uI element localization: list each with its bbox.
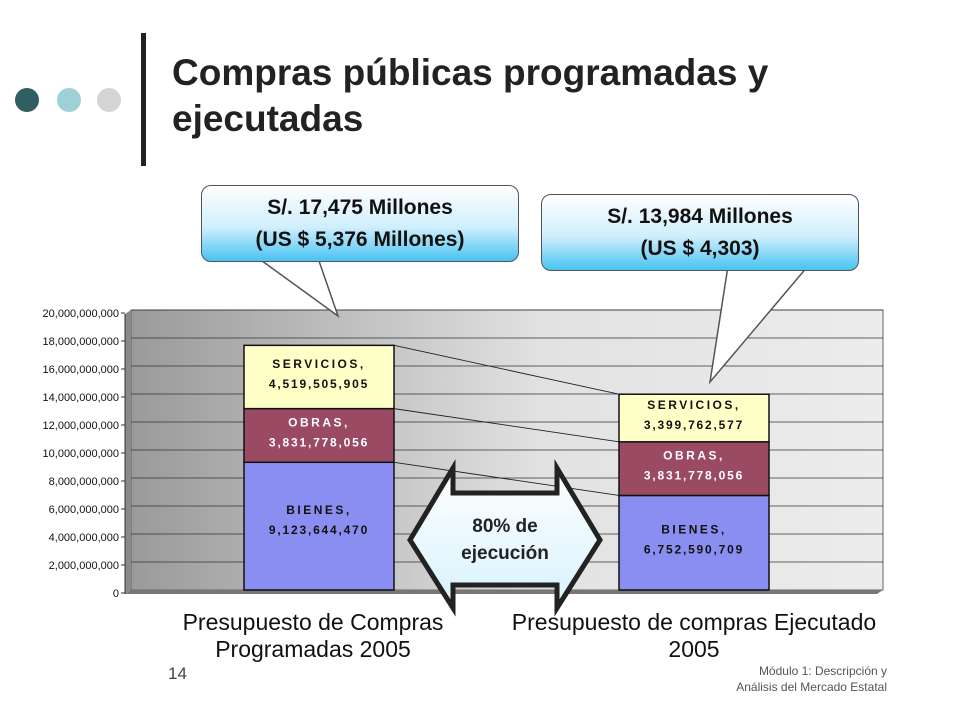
series-connector <box>393 344 620 395</box>
x-category-label: Presupuesto de Compras <box>183 609 444 635</box>
bar-label-category: SERVICIOS, <box>272 357 365 371</box>
footer-line2: Análisis del Mercado Estatal <box>736 680 887 694</box>
callout-programadas-line2: (US $ 5,376 Millones) <box>255 228 465 251</box>
decor-dot-dark <box>15 88 39 112</box>
bar-label-value: 3,831,778,056 <box>644 469 744 483</box>
bar-obras <box>618 441 770 497</box>
bar-label-category: OBRAS, <box>663 449 725 463</box>
callout-ejecutado: S/. 13,984 Millones (US $ 4,303) <box>541 194 859 271</box>
bar-label-value: 3,831,778,056 <box>269 435 369 449</box>
page-number: 14 <box>168 664 187 683</box>
bar-label-value: 9,123,644,470 <box>269 523 369 537</box>
y-tick-label: 16,000,000,000 <box>43 364 119 376</box>
y-tick-label: 10,000,000,000 <box>43 448 119 460</box>
execution-arrow <box>407 458 603 617</box>
x-category-label: Programadas 2005 <box>215 636 411 662</box>
y-tick-label: 12,000,000,000 <box>43 420 119 432</box>
bar-label-category: OBRAS, <box>288 415 350 429</box>
bar-label-category: BIENES, <box>286 503 352 517</box>
bar-obras <box>243 407 395 464</box>
bar-servicios <box>618 393 770 443</box>
decor-dot-light <box>97 88 121 112</box>
y-tick-label: 20,000,000,000 <box>43 308 119 320</box>
series-connector <box>393 408 620 443</box>
callout-ejecutado-line1: S/. 13,984 Millones <box>607 205 793 228</box>
bar-label-value: 4,519,505,905 <box>269 377 369 391</box>
footer-line1: Módulo 1: Descripción y <box>758 664 887 678</box>
callout-programadas: S/. 17,475 Millones (US $ 5,376 Millones… <box>201 185 519 262</box>
y-tick-label: 14,000,000,000 <box>43 392 119 404</box>
callout-tail-left <box>255 257 340 319</box>
bar-bienes <box>243 461 395 591</box>
y-tick-label: 8,000,000,000 <box>49 476 119 488</box>
bar-servicios <box>243 344 395 410</box>
callout-ejecutado-line2: (US $ 4,303) <box>640 237 760 260</box>
bar-label-value: 3,399,762,577 <box>644 418 744 432</box>
x-category-label: Presupuesto de compras Ejecutado <box>512 609 876 635</box>
title-divider <box>141 33 146 166</box>
y-tick-label: 4,000,000,000 <box>49 532 119 544</box>
y-tick-label: 18,000,000,000 <box>43 336 119 348</box>
bar-label-category: SERVICIOS, <box>647 398 740 412</box>
y-tick-label: 0 <box>113 588 119 600</box>
plot-floor <box>125 590 883 594</box>
callout-programadas-line1: S/. 17,475 Millones <box>267 196 453 219</box>
x-category-label: 2005 <box>668 636 719 662</box>
series-connector <box>393 461 620 496</box>
arrow-label-line1: 80% de <box>472 516 537 537</box>
bar-label-category: BIENES, <box>661 523 727 537</box>
bar-label-value: 6,752,590,709 <box>644 543 744 557</box>
decor-dot-mid <box>57 88 81 112</box>
footer-module: Módulo 1: Descripción y Análisis del Mer… <box>736 663 887 695</box>
y-tick-label: 2,000,000,000 <box>49 560 119 572</box>
arrow-label-line2: ejecución <box>461 543 549 564</box>
y-tick-label: 6,000,000,000 <box>49 504 119 516</box>
plot-side-wall <box>125 310 131 594</box>
slide-title: Compras públicas programadas y ejecutada… <box>172 52 769 139</box>
